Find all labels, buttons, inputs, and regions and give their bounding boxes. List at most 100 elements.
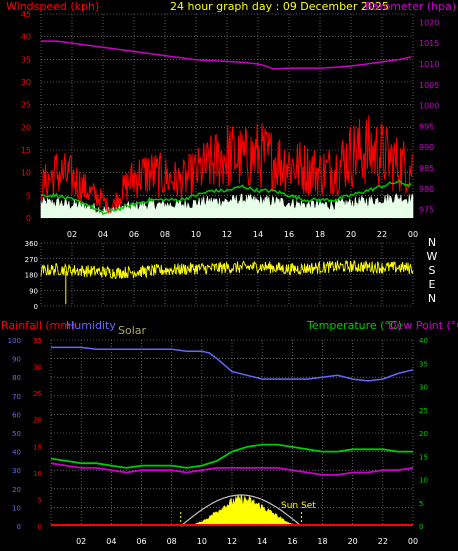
compass-label: N bbox=[428, 292, 436, 305]
barometer-tick: 990 bbox=[419, 143, 434, 152]
wind-x-tick: 16 bbox=[284, 230, 294, 239]
humidity-tick: 70 bbox=[12, 393, 21, 401]
temp-tick: 15 bbox=[419, 453, 428, 461]
temp-tick: 40 bbox=[419, 337, 428, 345]
temp-tick: 35 bbox=[419, 360, 428, 368]
direction-tick: 90 bbox=[29, 287, 38, 295]
wind-x-tick: 18 bbox=[315, 230, 325, 239]
average-wind-line bbox=[40, 179, 412, 216]
humidity-tick: 60 bbox=[12, 411, 21, 419]
rain-tick-labels: 0 5 10 15 20 25 30 35 bbox=[33, 337, 42, 531]
barometer-line bbox=[41, 40, 412, 70]
barometer-tick: 995 bbox=[419, 122, 434, 131]
windspeed-line bbox=[40, 115, 413, 215]
temp-x-tick: 08 bbox=[167, 537, 177, 546]
compass-label: W bbox=[427, 250, 438, 263]
rain-tick: 10 bbox=[33, 470, 42, 478]
windspeed-tick: 40 bbox=[21, 33, 31, 42]
temp-tick: 30 bbox=[419, 384, 428, 392]
temp-x-tick: 12 bbox=[227, 537, 237, 546]
barometer-tick: 1010 bbox=[419, 60, 439, 69]
wind-x-tick: 12 bbox=[222, 230, 232, 239]
barometer-tick: 985 bbox=[419, 164, 434, 173]
rain-tick: 5 bbox=[38, 496, 42, 504]
barometer-axis-label: Barometer (hpa) bbox=[365, 0, 456, 13]
temp-tick: 20 bbox=[419, 430, 428, 438]
barometer-tick: 975 bbox=[419, 206, 434, 215]
solar-label: Solar bbox=[118, 324, 147, 337]
wind-x-tick: 14 bbox=[253, 230, 263, 239]
direction-tick: 180 bbox=[25, 272, 38, 280]
solar-area bbox=[180, 494, 300, 527]
rain-hum-temp-panel: Rainfall (mm) Humidity Solar Temperature… bbox=[1, 319, 458, 546]
wind-x-tick-labels: 02 04 06 08 10 12 14 16 18 20 22 00 bbox=[67, 230, 418, 239]
direction-tick: 0 bbox=[34, 303, 38, 311]
direction-tick: 270 bbox=[25, 256, 38, 264]
temp-x-tick: 10 bbox=[197, 537, 207, 546]
humidity-tick: 50 bbox=[12, 430, 21, 438]
rain-tick: 25 bbox=[33, 390, 42, 398]
dewpoint-line bbox=[50, 462, 414, 476]
barometer-tick: 1020 bbox=[419, 18, 439, 27]
temp-tick: 25 bbox=[419, 407, 428, 415]
windspeed-tick: 45 bbox=[21, 10, 31, 19]
humidity-tick: 90 bbox=[12, 356, 21, 364]
temp-grid bbox=[50, 339, 414, 527]
temp-x-tick: 06 bbox=[136, 537, 146, 546]
humidity-axis-label: Humidity bbox=[66, 319, 116, 332]
temp-tick: 5 bbox=[419, 500, 423, 508]
barometer-tick-labels: 975 980 985 990 995 1000 1005 1010 1015 1020 bbox=[419, 18, 439, 214]
windspeed-tick-labels: 0 5 10 15 20 25 30 35 40 45 bbox=[21, 10, 31, 223]
barometer-tick: 1005 bbox=[419, 81, 439, 90]
temp-x-tick: 00 bbox=[408, 537, 418, 546]
chart-title: 24 hour graph day : 09 December 2025 bbox=[170, 0, 389, 13]
direction-series bbox=[40, 259, 414, 305]
wind-x-tick: 04 bbox=[98, 230, 108, 239]
wind-direction-line bbox=[40, 259, 414, 279]
temp-series bbox=[50, 346, 414, 527]
windspeed-tick: 35 bbox=[21, 55, 31, 64]
humidity-tick-labels: 0 10 20 30 40 50 60 70 80 90 100 bbox=[8, 337, 21, 531]
temp-tick: 10 bbox=[419, 477, 428, 485]
windspeed-tick: 15 bbox=[21, 146, 31, 155]
temp-tick: 0 bbox=[419, 523, 423, 531]
windspeed-tick: 20 bbox=[21, 123, 31, 132]
direction-grid bbox=[40, 242, 414, 307]
humidity-line bbox=[51, 346, 414, 382]
wind-grid bbox=[40, 13, 414, 219]
humidity-tick: 80 bbox=[12, 374, 21, 382]
wind-series bbox=[40, 40, 414, 218]
humidity-tick: 20 bbox=[12, 486, 21, 494]
wind-x-tick: 08 bbox=[160, 230, 170, 239]
humidity-tick: 0 bbox=[17, 523, 21, 531]
windspeed-axis-label: Windspeed (kph) bbox=[6, 0, 99, 13]
temp-tick-labels: 0 5 10 15 20 25 30 35 40 bbox=[419, 337, 428, 531]
direction-tick: 360 bbox=[25, 240, 38, 248]
rain-tick: 0 bbox=[38, 523, 42, 531]
temperature-axis-label: Temperature (°C) bbox=[306, 319, 402, 332]
rainfall-axis-label: Rainfall (mm) bbox=[1, 319, 75, 332]
windspeed-tick: 5 bbox=[26, 191, 31, 200]
rain-tick: 15 bbox=[33, 443, 42, 451]
temp-x-tick: 22 bbox=[378, 537, 388, 546]
compass-label: E bbox=[429, 278, 436, 291]
humidity-tick: 30 bbox=[12, 467, 21, 475]
barometer-tick: 980 bbox=[419, 185, 434, 194]
barometer-tick: 1015 bbox=[419, 39, 439, 48]
barometer-tick: 1000 bbox=[419, 102, 439, 111]
temp-x-tick: 18 bbox=[317, 537, 327, 546]
wind-x-tick: 10 bbox=[191, 230, 201, 239]
rain-tick: 30 bbox=[33, 364, 42, 372]
wind-baro-panel: Windspeed (kph) 24 hour graph day : 09 D… bbox=[6, 0, 456, 239]
direction-tick-labels: 360 270 180 90 0 bbox=[25, 240, 38, 311]
temp-x-tick: 16 bbox=[287, 537, 297, 546]
temp-x-tick: 04 bbox=[106, 537, 116, 546]
compass-label: S bbox=[429, 264, 436, 277]
wind-x-tick: 06 bbox=[129, 230, 139, 239]
temp-x-tick-labels: 02 04 06 08 10 12 14 16 18 20 22 00 bbox=[76, 537, 418, 546]
wind-x-tick: 00 bbox=[408, 230, 418, 239]
rain-tick: 35 bbox=[33, 337, 42, 345]
